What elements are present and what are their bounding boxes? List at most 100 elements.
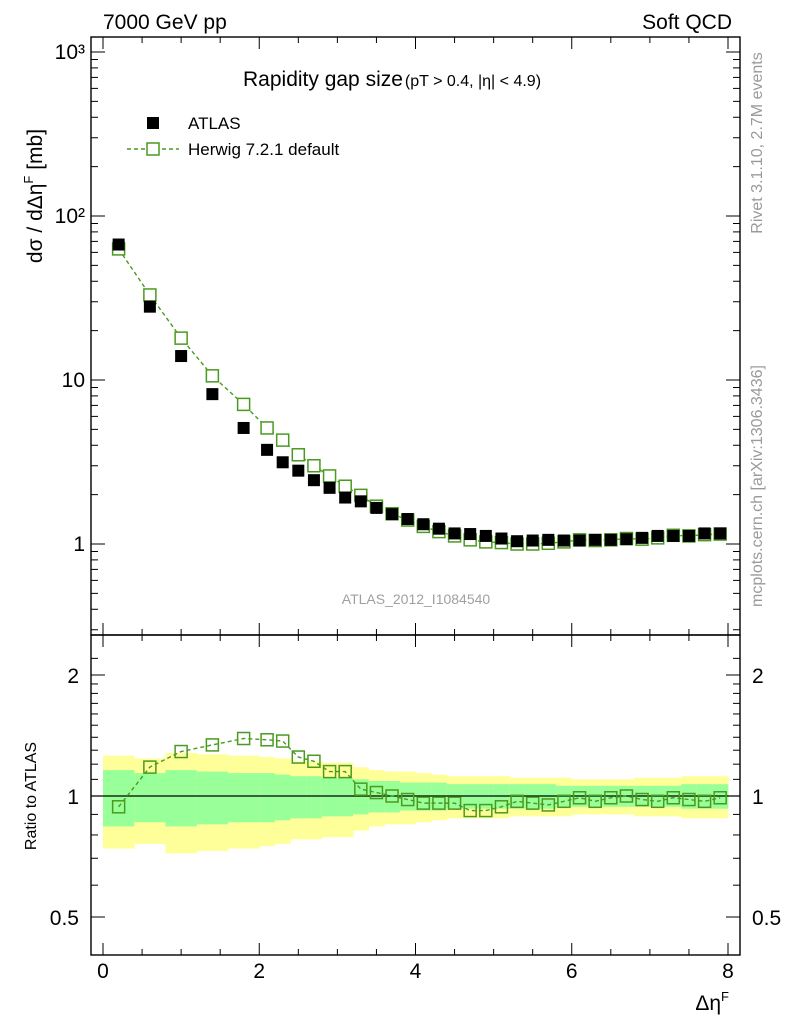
atlas-point [526, 534, 539, 547]
ratio-herwig-point [541, 798, 556, 812]
atlas-point [323, 481, 336, 494]
ratio-y-axis-label: Ratio to ATLAS [23, 742, 40, 850]
ratio-herwig-point [369, 785, 384, 800]
chart-title-main: Rapidity gap size [243, 68, 403, 91]
herwig-point [174, 331, 188, 345]
rivet-label: Rivet 3.1.10, 2.7M events [749, 52, 766, 233]
atlas-point [307, 474, 320, 487]
ratio-herwig-point [174, 744, 188, 759]
ratio-herwig-point [291, 750, 306, 764]
ratio-band-inner [274, 774, 291, 821]
herwig-point [291, 448, 306, 462]
ratio-herwig-point [338, 764, 352, 779]
ratio-herwig-point [697, 794, 712, 809]
atlas-point [636, 531, 649, 544]
y-tick-label-100: 10² [55, 205, 85, 228]
atlas-point [237, 421, 250, 434]
ratio-herwig-line [118, 737, 721, 812]
ratio-y-tick-label-2: 2 [67, 665, 79, 688]
ratio-herwig-point [557, 794, 571, 809]
atlas-point [143, 300, 156, 313]
atlas-point [339, 491, 352, 504]
ratio-herwig-point [463, 803, 477, 818]
ratio-band-inner [196, 771, 229, 825]
atlas-point [112, 238, 125, 251]
ratio-axis-ticks [91, 635, 740, 955]
legend-atlas-label: ATLAS [188, 114, 241, 133]
herwig-point [205, 369, 220, 383]
atlas-series [112, 238, 727, 548]
ratio-herwig-point [275, 734, 290, 748]
ratio-band-inner [134, 773, 166, 823]
ratio-herwig-point [525, 796, 540, 810]
atlas-point [386, 508, 399, 521]
main-axis-ticks [91, 37, 740, 635]
atlas-point [479, 529, 492, 542]
ratio-herwig-point [307, 754, 321, 769]
chart-title: Rapidity gap size (pT > 0.4, |η| < 4.9) [243, 68, 541, 91]
atlas-point [589, 533, 602, 546]
header-right: Soft QCD [642, 11, 732, 34]
ratio-herwig-point [604, 791, 618, 805]
legend-herwig-label: Herwig 7.2.1 default [188, 140, 339, 159]
atlas-point [667, 529, 680, 542]
atlas-point [464, 528, 477, 541]
herwig-point [275, 433, 290, 447]
atlas-point [370, 501, 383, 514]
x-tick-label-2: 2 [253, 960, 265, 983]
ratio-herwig-point [236, 731, 251, 746]
x-axis-label: ΔηF [695, 989, 729, 1015]
herwig-point [143, 288, 157, 302]
atlas-point [261, 443, 274, 456]
ratio-band-inner [368, 780, 385, 813]
legend-herwig-marker [146, 142, 160, 156]
ratio-herwig-series [111, 731, 727, 818]
herwig-point [260, 421, 274, 435]
ratio-band-inner [337, 777, 354, 817]
ratio-band-inner [290, 776, 307, 819]
atlas-point [651, 529, 664, 542]
ratio-herwig-point [588, 794, 602, 809]
ratio-band-inner [353, 779, 370, 815]
ratio-herwig-point [416, 796, 431, 810]
y-tick-label-1: 1 [73, 533, 85, 556]
atlas-point [573, 534, 586, 547]
ratio-herwig-point [447, 796, 462, 810]
ratio-band-inner [321, 777, 338, 817]
x-tick-label-8: 8 [722, 960, 734, 983]
atlas-point [620, 533, 633, 546]
ratio-band-inner [103, 770, 135, 827]
atlas-point [495, 532, 508, 545]
ratio-herwig-point [400, 792, 415, 807]
atlas-point [682, 529, 695, 542]
atlas-point [714, 527, 727, 540]
ratio-y-tick-label-1: 1 [67, 786, 79, 809]
ratio-y-tick-label-right-0.5: 0.5 [752, 907, 781, 930]
analysis-id: ATLAS_2012_I1084540 [342, 591, 491, 607]
atlas-point [292, 464, 305, 477]
ratio-herwig-point [111, 800, 126, 814]
ratio-herwig-point [385, 789, 399, 803]
herwig-point [236, 397, 251, 412]
atlas-point [175, 350, 188, 363]
ratio-herwig-point [650, 794, 665, 809]
ratio-herwig-point [432, 796, 446, 810]
atlas-point [417, 518, 430, 531]
ratio-band-inner [165, 770, 198, 827]
atlas-point [698, 527, 711, 540]
ratio-herwig-point [619, 789, 634, 803]
ratio-herwig-point [635, 792, 649, 807]
ratio-herwig-point [205, 738, 220, 752]
herwig-point [307, 459, 321, 473]
mcplots-label: mcplots.cern.ch [arXiv:1306.3436] [749, 365, 766, 607]
herwig-point [338, 479, 352, 493]
x-tick-label-4: 4 [410, 960, 422, 983]
atlas-point [206, 388, 219, 401]
atlas-point [276, 456, 289, 469]
ratio-herwig-point [494, 800, 509, 814]
ratio-herwig-point [666, 791, 681, 805]
ratio-y-tick-label-right-2: 2 [752, 665, 764, 688]
ratio-herwig-point [713, 791, 727, 805]
ratio-herwig-point [143, 760, 157, 774]
